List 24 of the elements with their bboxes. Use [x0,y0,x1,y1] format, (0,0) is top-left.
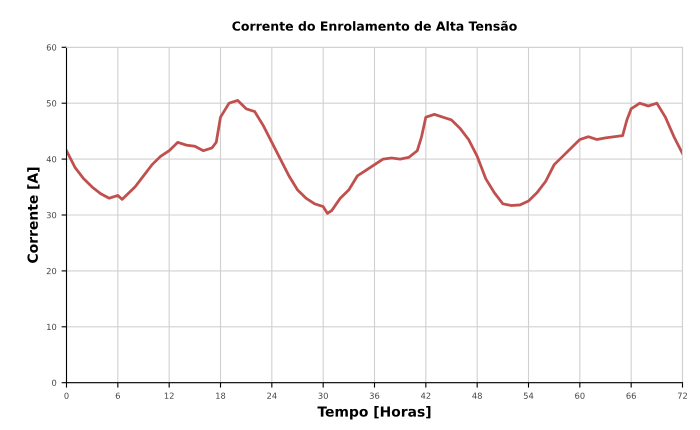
y-tick-label: 40 [46,156,56,162]
y-tick-label: 50 [46,100,56,106]
line-series [66,99,682,215]
x-tick-label: 60 [575,392,585,399]
x-tick-label: 18 [216,392,226,399]
x-tick-label: 30 [318,392,328,399]
x-tick-label: 42 [420,392,430,399]
x-tick-label: 66 [626,392,636,399]
y-tick-label: 20 [46,268,56,274]
x-tick-label: 48 [472,392,482,399]
x-tick-label: 0 [64,392,69,399]
chart-title: Corrente do Enrolamento de Alta Tensão [232,20,517,31]
y-tick-label: 10 [47,324,56,330]
x-tick-label: 36 [370,392,380,399]
y-tick-label: 0 [52,380,56,386]
y-tick-label: 60 [46,44,56,51]
x-tick-label: 24 [267,392,277,399]
x-tick-label: 54 [524,392,534,399]
x-tick-label: 72 [678,392,687,399]
x-axis-title: Tempo [Horas] [317,406,430,420]
y-axis-title: Corrente [A] [27,168,40,263]
y-tick-label: 30 [46,212,56,218]
x-tick-label: 12 [164,392,174,399]
x-tick-label: 6 [116,392,120,399]
